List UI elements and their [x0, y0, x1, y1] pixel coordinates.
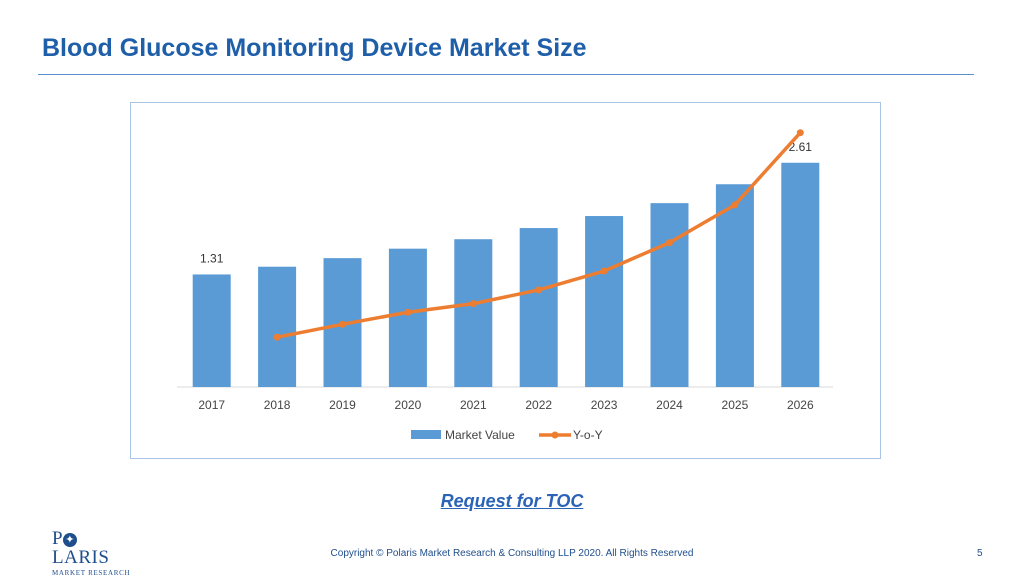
x-tick-label: 2019	[329, 398, 356, 412]
yoy-point	[535, 286, 543, 294]
yoy-point	[339, 320, 346, 328]
page-number: 5	[977, 548, 983, 559]
data-label: 2.61	[789, 140, 813, 154]
slide-title: Blood Glucose Monitoring Device Market S…	[42, 34, 587, 62]
legend-marker-yoy	[551, 431, 559, 439]
x-tick-label: 2017	[198, 398, 225, 412]
bar-2022	[519, 228, 558, 387]
yoy-point	[404, 308, 412, 316]
market-size-chart: 2017 1.31 2018 2019 2020 2021 2022 2023 2024 2025…	[130, 102, 881, 459]
yoy-point	[666, 239, 673, 247]
request-toc-link[interactable]: Request for TOC	[440, 491, 584, 511]
star-icon: ✦	[63, 533, 78, 547]
bar-2021	[454, 239, 493, 387]
bar-2017	[192, 274, 231, 387]
chart-canvas: 2017 1.31 2018 2019 2020 2021 2022 2023 2024 2025…	[177, 129, 833, 442]
x-tick-label: 2021	[460, 398, 487, 412]
bar-2023	[585, 216, 624, 387]
bar-2020	[388, 248, 427, 387]
bar-2018	[258, 266, 297, 387]
data-label: 1.31	[200, 251, 224, 265]
bar-2025	[715, 184, 754, 387]
polaris-logo: P ✦LARIS MARKET RESEARCH	[52, 528, 131, 577]
yoy-point	[600, 267, 608, 275]
x-tick-label: 2018	[264, 398, 291, 412]
legend-swatch-market-value	[411, 430, 441, 439]
legend-label-market-value: Market Value	[445, 428, 515, 442]
x-tick-label: 2026	[787, 398, 814, 412]
x-tick-label: 2024	[656, 398, 683, 412]
yoy-point	[796, 129, 804, 137]
x-tick-label: 2020	[395, 398, 422, 412]
yoy-point	[469, 300, 477, 308]
yoy-point	[273, 333, 281, 341]
x-tick-label: 2022	[525, 398, 552, 412]
bar-2026	[781, 162, 820, 387]
bar-2024	[650, 203, 689, 387]
copyright-text: Copyright © Polaris Market Research & Co…	[330, 548, 694, 559]
legend-label-yoy: Y-o-Y	[573, 428, 603, 442]
yoy-point	[731, 201, 739, 209]
x-tick-label: 2023	[591, 398, 618, 412]
title-divider	[38, 74, 974, 75]
x-tick-label: 2025	[722, 398, 749, 412]
